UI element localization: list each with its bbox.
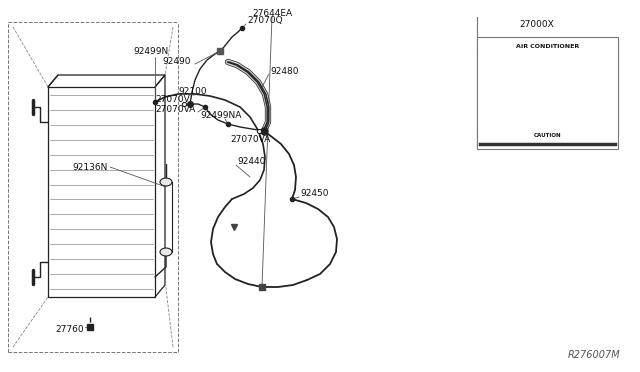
Text: 92136N: 92136N xyxy=(72,163,108,171)
Ellipse shape xyxy=(160,248,172,256)
Text: 27070VA: 27070VA xyxy=(155,106,195,115)
Text: 92100: 92100 xyxy=(178,87,207,96)
Text: 27070V: 27070V xyxy=(155,96,189,105)
Ellipse shape xyxy=(160,178,172,186)
Text: AIR CONDITIONER: AIR CONDITIONER xyxy=(516,44,579,49)
Text: 92499N: 92499N xyxy=(133,48,168,57)
Text: 27760: 27760 xyxy=(55,326,84,334)
Text: CAUTION: CAUTION xyxy=(533,133,561,138)
Text: 92499NA: 92499NA xyxy=(200,112,241,121)
Text: 27644EA: 27644EA xyxy=(252,10,292,19)
Text: 92480: 92480 xyxy=(270,67,298,77)
Text: 92440: 92440 xyxy=(237,157,266,167)
Text: 27000X: 27000X xyxy=(519,20,554,29)
Text: 27070VA: 27070VA xyxy=(230,135,270,144)
FancyBboxPatch shape xyxy=(477,37,618,149)
Text: 92450: 92450 xyxy=(300,189,328,199)
Text: R276007M: R276007M xyxy=(568,350,620,360)
Text: 27070Q: 27070Q xyxy=(247,16,283,26)
Text: 92490: 92490 xyxy=(162,58,191,67)
